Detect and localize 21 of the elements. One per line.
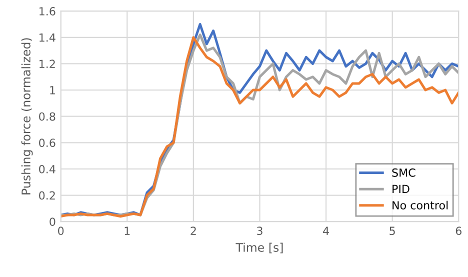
y-tick-label: 1.2 [40, 60, 55, 68]
y-tick-label: 1 [50, 86, 55, 94]
x-tick-label: 6 [456, 226, 462, 236]
x-tick-label: 0 [58, 226, 64, 236]
y-tick-label: 1.6 [40, 7, 56, 16]
y-axis-title: Pushing force (normalized) [21, 38, 33, 194]
legend-label: SMC [392, 168, 416, 177]
y-tick-label: 0.6 [39, 138, 56, 148]
x-tick-label: 3 [257, 226, 262, 236]
y-tick-label: 0.8 [39, 112, 56, 121]
x-tick-label: 5 [390, 226, 395, 236]
y-tick-label: 0.2 [39, 191, 55, 200]
y-tick-label: 1.4 [40, 34, 56, 42]
x-tick-label: 1 [124, 226, 130, 235]
x-axis-title: Time [s] [236, 242, 283, 254]
x-tick-label: 2 [190, 226, 196, 235]
y-tick-label: 0.4 [39, 164, 56, 174]
x-tick-label: 4 [323, 226, 329, 235]
y-tick-label: 0 [50, 218, 56, 226]
legend-label: PID [392, 184, 410, 193]
legend-label: No control [392, 200, 448, 210]
